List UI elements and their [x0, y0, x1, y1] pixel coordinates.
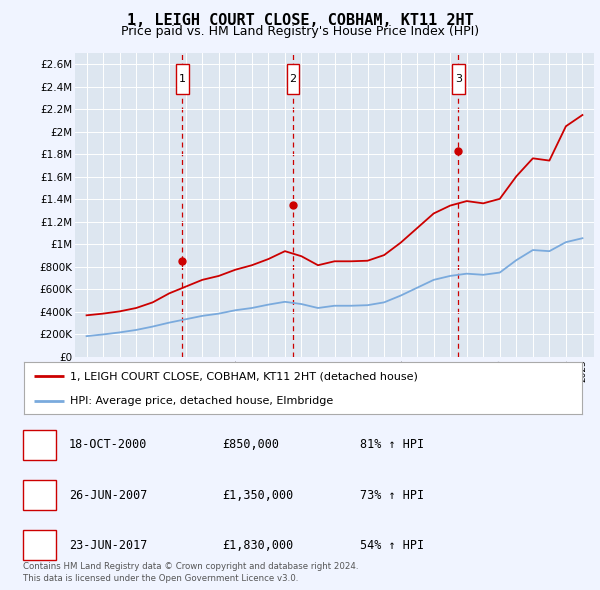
Text: This data is licensed under the Open Government Licence v3.0.: This data is licensed under the Open Gov… — [23, 574, 298, 583]
Text: 1, LEIGH COURT CLOSE, COBHAM, KT11 2HT: 1, LEIGH COURT CLOSE, COBHAM, KT11 2HT — [127, 13, 473, 28]
Text: 23-JUN-2017: 23-JUN-2017 — [69, 539, 148, 552]
Text: 2: 2 — [35, 489, 43, 502]
Text: HPI: Average price, detached house, Elmbridge: HPI: Average price, detached house, Elmb… — [70, 396, 333, 406]
Text: £1,350,000: £1,350,000 — [222, 489, 293, 502]
Text: 73% ↑ HPI: 73% ↑ HPI — [360, 489, 424, 502]
Text: 18-OCT-2000: 18-OCT-2000 — [69, 438, 148, 451]
Text: 1: 1 — [179, 74, 186, 84]
Text: 3: 3 — [455, 74, 462, 84]
Text: 3: 3 — [35, 539, 43, 552]
Text: 1: 1 — [35, 438, 43, 451]
Bar — [176, 64, 189, 94]
Text: 2: 2 — [290, 74, 297, 84]
Text: £850,000: £850,000 — [222, 438, 279, 451]
Text: 26-JUN-2007: 26-JUN-2007 — [69, 489, 148, 502]
Text: 1, LEIGH COURT CLOSE, COBHAM, KT11 2HT (detached house): 1, LEIGH COURT CLOSE, COBHAM, KT11 2HT (… — [70, 371, 418, 381]
Text: £1,830,000: £1,830,000 — [222, 539, 293, 552]
Text: Contains HM Land Registry data © Crown copyright and database right 2024.: Contains HM Land Registry data © Crown c… — [23, 562, 358, 571]
Bar — [452, 64, 465, 94]
Text: 54% ↑ HPI: 54% ↑ HPI — [360, 539, 424, 552]
Text: Price paid vs. HM Land Registry's House Price Index (HPI): Price paid vs. HM Land Registry's House … — [121, 25, 479, 38]
Bar — [287, 64, 299, 94]
Text: 81% ↑ HPI: 81% ↑ HPI — [360, 438, 424, 451]
